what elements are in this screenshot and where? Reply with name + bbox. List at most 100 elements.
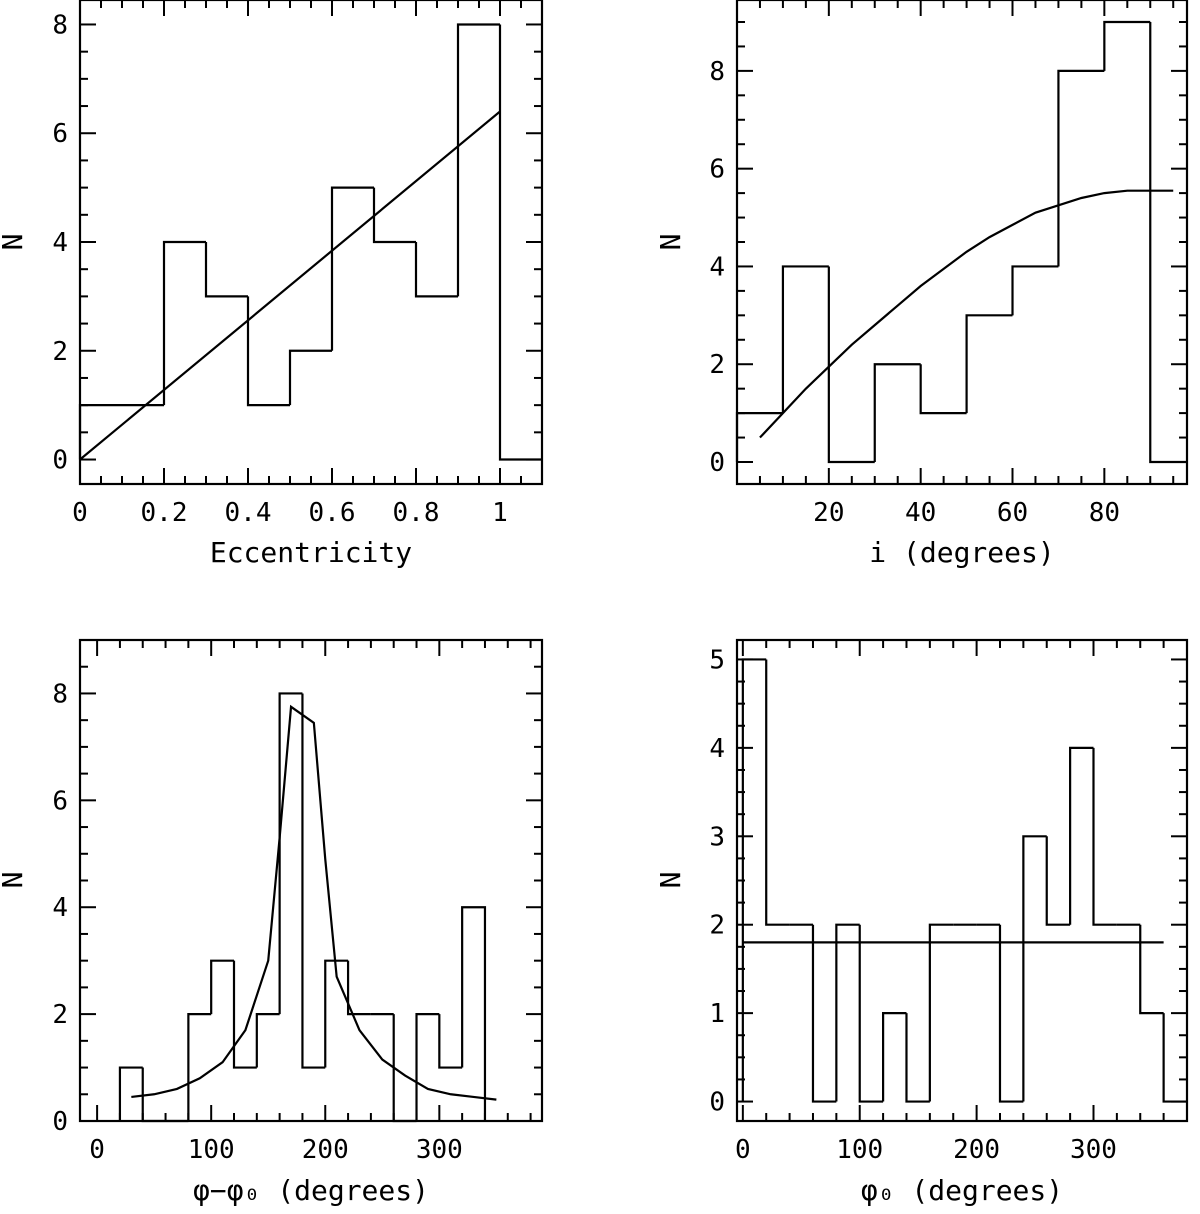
- y-tick-labels: 0 2 4 6 8: [52, 679, 68, 1137]
- y-axis-label: N: [0, 234, 29, 251]
- plot-frame: [78, 0, 544, 486]
- x-tick-labels: 20 40 60 80: [813, 498, 1120, 528]
- x-tick-labels: 0 100 200 300: [735, 1135, 1117, 1165]
- histogram-bin: [1162, 1013, 1187, 1103]
- histogram-bars: [78, 23, 542, 461]
- histogram-bin: [415, 1013, 440, 1121]
- histogram-bin: [232, 960, 257, 1069]
- x-tick-labels: 0 0.2 0.4 0.6 0.8 1: [72, 498, 508, 528]
- panel-eccentricity: 0 0.2 0.4 0.6 0.8 1 0 2 4 6 8 Eccentricity N: [0, 0, 544, 569]
- x-tick-label: 1: [492, 498, 508, 528]
- histogram-bin: [1069, 746, 1094, 925]
- plot-frame: [78, 638, 544, 1123]
- histogram-bin: [1092, 747, 1117, 926]
- histogram-bin: [765, 659, 790, 926]
- y-tick-labels: 0 2 4 6 8: [709, 57, 725, 478]
- histogram-bin: [372, 187, 416, 244]
- y-axis-label: N: [654, 234, 687, 251]
- histogram-bin: [873, 363, 921, 462]
- histogram-bin: [187, 1013, 212, 1121]
- x-tick-label: 100: [188, 1135, 235, 1165]
- y-tick-label: 8: [52, 679, 68, 709]
- y-tick-label: 8: [52, 10, 68, 40]
- y-tick-label: 2: [52, 337, 68, 367]
- x-axis-label: Eccentricity: [210, 536, 412, 569]
- x-tick-label: 80: [1089, 498, 1120, 528]
- histogram-bin: [330, 186, 374, 351]
- histogram-bin: [246, 296, 290, 407]
- histogram-bin: [288, 349, 332, 406]
- y-tick-labels: 0 1 2 3 4 5: [709, 645, 725, 1117]
- y-tick-label: 4: [709, 734, 725, 764]
- y-tick-label: 6: [52, 786, 68, 816]
- x-tick-label: 200: [302, 1135, 349, 1165]
- histogram-bars: [118, 692, 487, 1123]
- model-line: [131, 704, 497, 1101]
- x-tick-label: 300: [1070, 1135, 1117, 1165]
- histogram-bin: [255, 1013, 280, 1068]
- histogram-bin: [461, 906, 487, 1121]
- histogram-bin: [438, 1014, 463, 1069]
- histogram-bin: [1022, 835, 1047, 1102]
- x-tick-label: 0.4: [225, 498, 272, 528]
- histogram-bin: [392, 1014, 417, 1123]
- y-tick-label: 5: [709, 645, 725, 675]
- histogram-bin: [1057, 69, 1105, 267]
- histogram-bin: [919, 364, 967, 415]
- y-tick-label: 1: [709, 999, 725, 1029]
- y-tick-label: 8: [709, 57, 725, 87]
- histogram-bin: [1011, 265, 1059, 316]
- histogram-bin: [858, 924, 884, 1103]
- histogram-bin: [78, 404, 122, 460]
- histogram-bin: [741, 658, 767, 1102]
- histogram-bars: [735, 20, 1187, 464]
- model-curve: [131, 704, 497, 1101]
- histogram-bin: [1103, 20, 1151, 71]
- y-tick-label: 3: [709, 822, 725, 852]
- x-tick-label: 20: [813, 498, 844, 528]
- y-tick-label: 0: [709, 1088, 725, 1118]
- model-curve: [79, 110, 501, 461]
- x-tick-label: 0.2: [141, 498, 188, 528]
- model-line: [759, 189, 1174, 439]
- histogram-bin: [1045, 836, 1071, 926]
- histogram-bin: [998, 924, 1024, 1103]
- x-axis-label: φ₀ (degrees): [861, 1174, 1063, 1207]
- histogram-bin: [118, 1066, 143, 1121]
- histogram-bin: [905, 1013, 930, 1103]
- y-tick-labels: 0 2 4 6 8: [52, 10, 68, 475]
- plot-frame: [735, 0, 1189, 486]
- histogram-bin: [301, 693, 326, 1069]
- histogram-bin: [162, 240, 206, 406]
- x-tick-label: 0.6: [309, 498, 356, 528]
- x-tick-label: 100: [836, 1135, 883, 1165]
- histogram-bin: [1149, 22, 1187, 464]
- y-tick-label: 4: [709, 252, 725, 282]
- x-tick-label: 300: [416, 1135, 463, 1165]
- y-tick-label: 2: [52, 1000, 68, 1030]
- histogram-bars: [741, 658, 1187, 1103]
- histogram-bin: [835, 923, 860, 1102]
- x-tick-label: 0.8: [393, 498, 440, 528]
- histogram-bin: [456, 23, 500, 297]
- y-tick-label: 4: [52, 228, 68, 258]
- y-tick-label: 2: [709, 911, 725, 941]
- y-tick-label: 4: [52, 893, 68, 923]
- x-tick-label: 200: [953, 1135, 1000, 1165]
- y-tick-label: 6: [52, 119, 68, 149]
- x-tick-label: 0: [89, 1135, 105, 1165]
- panel-inclination: 20 40 60 80 0 2 4 6 8 i (degrees) N: [654, 0, 1189, 569]
- y-tick-label: 0: [709, 448, 725, 478]
- x-tick-label: 40: [905, 498, 936, 528]
- histogram-bin: [882, 1012, 907, 1102]
- y-tick-label: 0: [52, 1107, 68, 1137]
- y-tick-label: 0: [52, 446, 68, 476]
- histogram-bin: [827, 266, 875, 464]
- histogram-bin: [141, 1067, 166, 1123]
- panel-phi0: 0 100 200 300 0 1 2 3 4 5 φ₀ (degrees) N: [654, 638, 1189, 1207]
- y-axis-label: N: [654, 872, 687, 889]
- axis-ticks: [79, 0, 543, 484]
- y-tick-label: 6: [709, 155, 725, 185]
- histogram-bin: [965, 314, 1013, 414]
